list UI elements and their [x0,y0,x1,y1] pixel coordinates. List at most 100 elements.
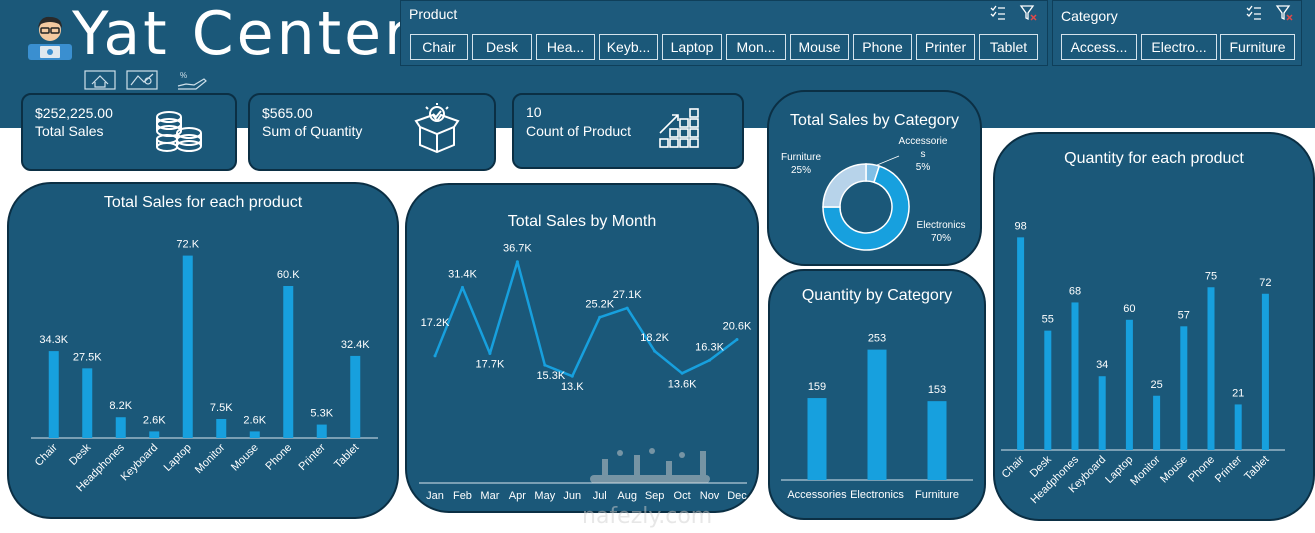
multi-select-icon[interactable] [1245,4,1263,22]
x-tick-label: Aug [617,490,637,502]
product-slicer-title: Product [409,6,458,22]
product-filter-printer[interactable]: Printer [916,34,975,60]
data-label: 27.5K [73,351,102,363]
data-label: 13.6K [668,378,697,390]
x-tick-label: Mouse [1158,454,1190,486]
x-tick-label: Feb [453,490,472,502]
product-filter-phone[interactable]: Phone [853,34,912,60]
chart-card-sales-by-category: Total Sales by Category Accessorie s 5% Ele… [767,90,982,266]
bar [115,417,126,438]
kpi-label: Count of Product [526,123,632,139]
product-filter-headphones[interactable]: Hea... [536,34,595,60]
data-label: 16.3K [695,341,724,353]
data-label: 159 [808,381,826,393]
data-label: 75 [1205,270,1217,282]
product-filter-mouse[interactable]: Mouse [790,34,849,60]
category-filter-electronics[interactable]: Electro... [1141,34,1217,60]
data-label: 253 [868,333,886,345]
kpi-label: Total Sales [35,123,104,139]
bar [1044,330,1052,450]
app-title: Yat Center [72,0,412,69]
x-tick-label: Phone [1186,454,1217,485]
x-tick-label: Apr [509,490,526,502]
chart-card-sales-by-product: Total Sales for each product 34.3K Chair 2… [7,182,399,519]
box-check-icon [414,103,460,153]
product-filter-keyboard[interactable]: Keyb... [599,34,658,60]
x-tick-label: Desk [67,441,94,468]
kpi-card-total-sales: $252,225.00 Total Sales [21,93,237,171]
bar [1207,287,1215,450]
data-label: 25.2K [585,298,614,310]
discount-hand-icon[interactable]: % [176,70,208,90]
bar [1125,319,1133,450]
data-point [653,349,657,353]
multi-select-icon[interactable] [989,4,1007,22]
bar [316,424,327,438]
x-tick-label: Chair [1000,453,1027,480]
product-filter-chair[interactable]: Chair [410,34,468,60]
data-label: 98 [1014,220,1026,232]
leader-line [876,155,900,166]
kpi-value: $252,225.00 [35,105,113,121]
data-label: 60 [1123,303,1135,315]
product-filter-desk[interactable]: Desk [472,34,532,60]
category-filter-accessories[interactable]: Access... [1061,34,1137,60]
x-tick-label: Mouse [229,442,261,474]
x-tick-label: Keyboard [119,442,161,484]
x-tick-label: Monitor [193,441,228,476]
coins-icon [156,111,202,152]
x-tick-label: Mar [480,490,499,502]
data-label: 55 [1042,314,1054,326]
quantity-by-product-chart: 98Chair55Desk68Headphones34Keyboard60Lap… [1000,220,1285,506]
x-tick-label: Jul [593,490,607,502]
data-point [708,358,712,362]
map-icon[interactable] [126,70,158,90]
product-filter-laptop[interactable]: Laptop [662,34,722,60]
x-tick-label: Chair [33,441,60,468]
x-tick-label: Jun [563,490,581,502]
bar [1261,293,1269,450]
data-point [735,338,739,342]
clear-filter-icon[interactable] [1275,4,1293,22]
data-point [543,363,547,367]
x-tick-label: Tablet [1242,454,1271,483]
sales-by-category-chart: Accessorie s 5% Electronics 70% Furniture 25% [781,136,965,251]
svg-text:%: % [180,71,187,80]
kpi-card-sum-quantity: $565.00 Sum of Quantity [248,93,496,171]
kpi-value: 10 [526,104,542,120]
clear-filter-icon[interactable] [1019,4,1037,22]
stacked-boxes-growth-icon [659,108,699,148]
data-label: 15.3K [536,370,565,382]
data-label: 13.K [561,381,584,393]
bar [1153,395,1161,450]
x-tick-label: Accessories [787,489,847,501]
data-point [625,306,629,310]
home-icon[interactable] [84,70,116,90]
x-tick-label: Monitor [1128,453,1163,488]
data-label: 2.6K [143,414,166,426]
bar [1071,302,1079,450]
data-label: 8.2K [109,400,132,412]
data-point [570,374,574,378]
product-filter-tablet[interactable]: Tablet [979,34,1038,60]
data-label: 68 [1069,285,1081,297]
data-point [515,260,519,264]
data-label: 31.4K [448,268,477,280]
chart-title: Total Sales by Category [790,112,959,129]
x-tick-label: May [534,490,555,502]
product-filter-monitor[interactable]: Mon... [726,34,786,60]
x-tick-label: Tablet [332,442,361,471]
category-filter-furniture[interactable]: Furniture [1220,34,1295,60]
x-tick-label: Jan [426,490,444,502]
chart-title: Total Sales for each product [103,194,303,211]
chart-card-quantity-by-category: Quantity by Category 159 Accessories 253 El… [768,269,986,520]
bar [182,255,193,438]
category-slicer-title: Category [1061,8,1118,24]
data-point [598,315,602,319]
quantity-by-category-chart: 159 Accessories 253 Electronics 153 Furniture [781,333,973,501]
x-tick-label: Oct [674,490,691,502]
data-label: 36.7K [503,243,532,255]
data-label: 21 [1232,387,1244,399]
kpi-value: $565.00 [262,105,313,121]
